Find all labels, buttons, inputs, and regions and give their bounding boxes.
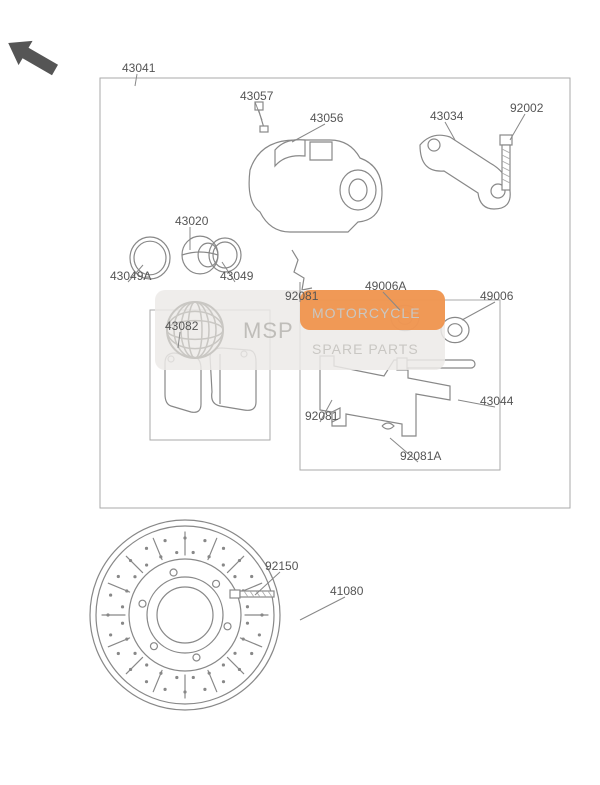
label-43044: 43044 bbox=[480, 394, 514, 408]
label-49006: 49006 bbox=[480, 289, 514, 303]
caliper-body bbox=[249, 140, 382, 232]
label-49006A: 49006A bbox=[365, 279, 406, 293]
watermark-line1: MOTORCYCLE bbox=[312, 305, 421, 321]
part-illustrations bbox=[90, 102, 512, 710]
disc-bolt bbox=[230, 590, 274, 598]
orientation-arrow bbox=[1, 31, 62, 82]
label-43020: 43020 bbox=[175, 214, 209, 228]
label-92081: 92081 bbox=[285, 289, 319, 303]
pad-spring bbox=[292, 250, 312, 290]
brake-disc bbox=[90, 520, 280, 710]
label-43049A: 43049A bbox=[110, 269, 151, 283]
label-43034: 43034 bbox=[430, 109, 464, 123]
label-92081A: 92081A bbox=[400, 449, 441, 463]
watermark-brand: MSP bbox=[243, 318, 294, 343]
stay-arm bbox=[420, 135, 510, 209]
label-41080: 41080 bbox=[330, 584, 364, 598]
label-92081B: 92081 bbox=[305, 409, 339, 423]
label-43041: 43041 bbox=[122, 61, 156, 75]
stay-bolt bbox=[500, 135, 512, 190]
label-43057: 43057 bbox=[240, 89, 274, 103]
watermark-line2: SPARE PARTS bbox=[312, 341, 419, 357]
label-43049: 43049 bbox=[220, 269, 254, 283]
label-43056: 43056 bbox=[310, 111, 344, 125]
label-43082: 43082 bbox=[165, 319, 199, 333]
label-92002: 92002 bbox=[510, 101, 544, 115]
exploded-diagram: MSP MOTORCYCLE SPARE PARTS 43041 43057 43056… bbox=[0, 0, 600, 785]
label-92150: 92150 bbox=[265, 559, 299, 573]
